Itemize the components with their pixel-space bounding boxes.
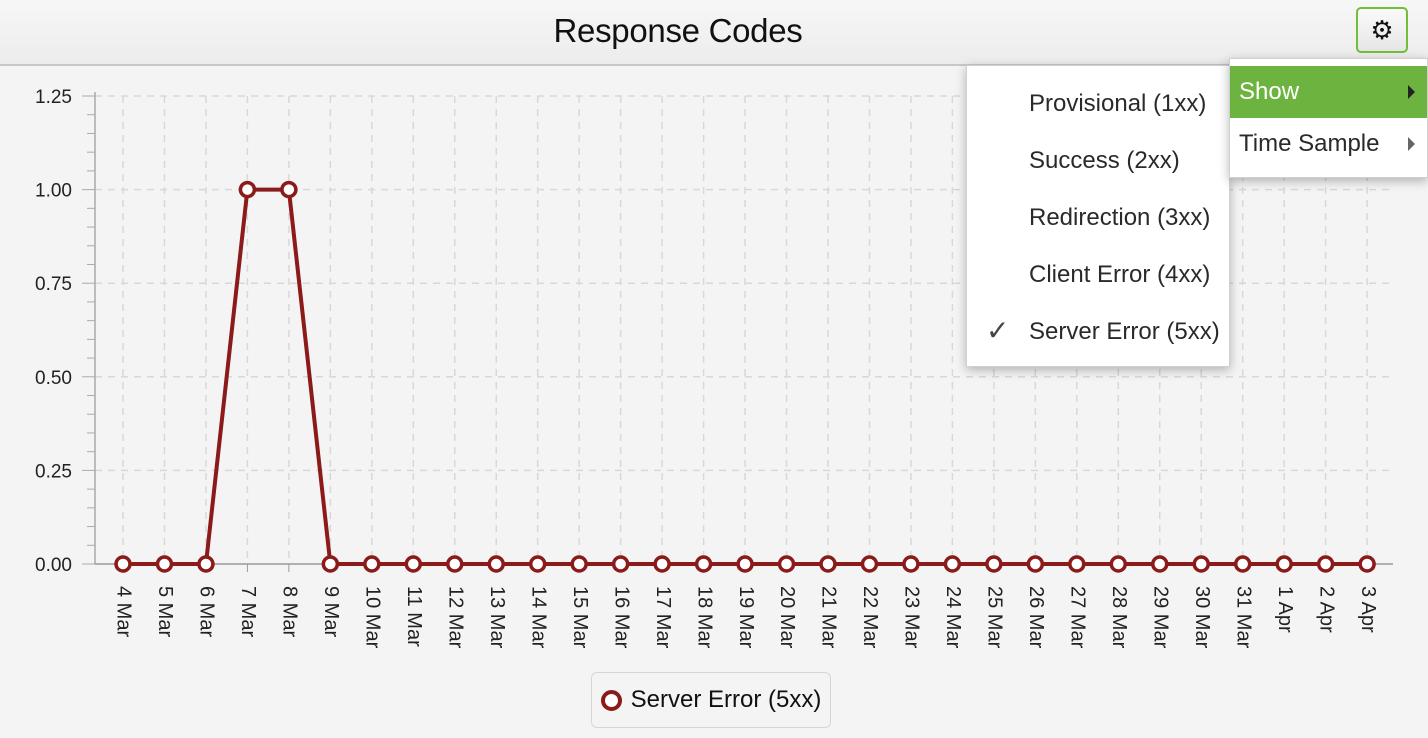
response-codes-chart: 0.00 0.25 0.50 0.75 1.00 1.25 4 Mar 5 Mar 6 Mar 7… bbox=[35, 87, 1393, 649]
menu-item-label: Success (2xx) bbox=[1029, 147, 1180, 174]
x-tick-label: 5 Mar bbox=[154, 586, 176, 637]
settings-menu: Show Time Sample bbox=[1229, 58, 1428, 178]
data-point bbox=[694, 555, 713, 573]
x-tick-label: 9 Mar bbox=[320, 586, 342, 637]
gear-icon: ⚙ bbox=[1370, 15, 1394, 45]
x-tick-label: 6 Mar bbox=[196, 586, 218, 637]
x-tick-label: 3 Apr bbox=[1357, 586, 1379, 633]
data-point bbox=[446, 555, 464, 573]
x-tick-label: 1 Apr bbox=[1274, 586, 1296, 633]
data-point bbox=[1358, 555, 1376, 573]
data-point bbox=[1275, 555, 1293, 573]
menu-item-success[interactable]: Success (2xx) bbox=[967, 135, 1229, 187]
data-point bbox=[1151, 555, 1169, 573]
legend-label: Server Error (5xx) bbox=[630, 686, 822, 713]
x-tick-label: 30 Mar bbox=[1191, 586, 1213, 649]
menu-item-label: Show bbox=[1239, 78, 1300, 105]
x-tick-label: 20 Mar bbox=[776, 586, 798, 649]
data-point bbox=[611, 555, 630, 573]
data-point bbox=[1068, 555, 1086, 573]
y-tick-label: 0.00 bbox=[35, 555, 72, 576]
data-point bbox=[487, 555, 505, 573]
data-point bbox=[1233, 555, 1252, 573]
x-tick-label: 10 Mar bbox=[362, 586, 384, 649]
menu-item-show[interactable]: Show bbox=[1230, 66, 1427, 118]
x-tick-label: 18 Mar bbox=[693, 586, 715, 649]
x-tick-label: 16 Mar bbox=[610, 586, 632, 649]
x-tick-label: 8 Mar bbox=[279, 586, 301, 637]
y-tick-label: 1.25 bbox=[35, 87, 72, 108]
menu-item-label: Provisional (1xx) bbox=[1029, 90, 1207, 117]
x-tick-label: 19 Mar bbox=[735, 586, 757, 649]
page-title: Response Codes bbox=[553, 12, 803, 49]
data-point bbox=[238, 180, 257, 199]
menu-item-label: Server Error (5xx) bbox=[1029, 318, 1220, 345]
data-point bbox=[1316, 555, 1335, 573]
data-point bbox=[321, 555, 340, 573]
data-point bbox=[570, 555, 588, 573]
data-point bbox=[902, 555, 920, 573]
menu-item-label: Redirection (3xx) bbox=[1029, 204, 1211, 231]
y-tick-label: 0.50 bbox=[35, 368, 72, 389]
x-tick-label: 17 Mar bbox=[652, 586, 674, 649]
data-point bbox=[985, 555, 1003, 573]
menu-item-time-sample[interactable]: Time Sample bbox=[1230, 118, 1427, 170]
data-point bbox=[280, 180, 298, 199]
x-tick-label: 11 Mar bbox=[403, 586, 425, 647]
data-point bbox=[1192, 555, 1210, 573]
x-tick-label: 13 Mar bbox=[486, 586, 508, 649]
data-point bbox=[653, 555, 671, 573]
x-tick-label: 28 Mar bbox=[1108, 586, 1130, 649]
data-point bbox=[363, 555, 381, 573]
menu-item-provisional[interactable]: Provisional (1xx) bbox=[967, 78, 1229, 130]
data-point bbox=[155, 555, 174, 573]
x-tick-label: 15 Mar bbox=[569, 586, 591, 649]
x-tick-label: 25 Mar bbox=[984, 586, 1006, 649]
x-tick-label: 2 Apr bbox=[1315, 586, 1337, 633]
menu-item-server-error[interactable]: ✓ Server Error (5xx) bbox=[967, 306, 1229, 358]
x-tick-label: 12 Mar bbox=[444, 586, 466, 649]
legend-marker-icon bbox=[600, 689, 622, 711]
chevron-right-icon bbox=[1408, 137, 1415, 151]
x-tick-label: 24 Mar bbox=[942, 586, 964, 649]
data-point bbox=[1026, 555, 1045, 573]
x-tick-label: 21 Mar bbox=[818, 586, 840, 649]
data-point bbox=[777, 555, 796, 573]
x-tick-label: 7 Mar bbox=[237, 586, 259, 637]
x-tick-label: 4 Mar bbox=[113, 586, 135, 637]
chart-header: Response Codes ⚙ bbox=[0, 0, 1428, 66]
menu-item-label: Client Error (4xx) bbox=[1029, 261, 1211, 288]
x-tick-label: 31 Mar bbox=[1232, 586, 1254, 649]
x-tick-label: 22 Mar bbox=[859, 586, 881, 649]
data-point bbox=[736, 555, 754, 573]
menu-item-client-error[interactable]: Client Error (4xx) bbox=[967, 249, 1229, 301]
data-point bbox=[528, 555, 547, 573]
y-tick-label: 0.75 bbox=[35, 274, 72, 295]
data-point bbox=[197, 555, 215, 573]
settings-button[interactable]: ⚙ bbox=[1356, 7, 1408, 53]
show-submenu: Provisional (1xx) Success (2xx) Redirect… bbox=[966, 65, 1230, 367]
chart-legend[interactable]: Server Error (5xx) bbox=[591, 672, 831, 728]
data-point bbox=[860, 555, 879, 573]
data-point bbox=[1109, 555, 1128, 573]
x-tick-label: 27 Mar bbox=[1067, 586, 1089, 649]
y-tick-label: 0.25 bbox=[35, 461, 72, 482]
data-point bbox=[114, 555, 132, 573]
checkmark-icon: ✓ bbox=[986, 315, 1010, 346]
menu-item-redirection[interactable]: Redirection (3xx) bbox=[967, 192, 1229, 244]
x-tick-label: 26 Mar bbox=[1025, 586, 1047, 649]
y-tick-label: 1.00 bbox=[35, 181, 72, 202]
data-point bbox=[819, 555, 837, 573]
x-tick-label: 14 Mar bbox=[527, 586, 549, 649]
x-tick-label: 29 Mar bbox=[1149, 586, 1171, 649]
menu-item-label: Time Sample bbox=[1239, 130, 1380, 157]
data-point bbox=[943, 555, 962, 573]
chevron-right-icon bbox=[1408, 85, 1415, 99]
data-point bbox=[404, 555, 423, 573]
x-tick-label: 23 Mar bbox=[901, 586, 923, 649]
